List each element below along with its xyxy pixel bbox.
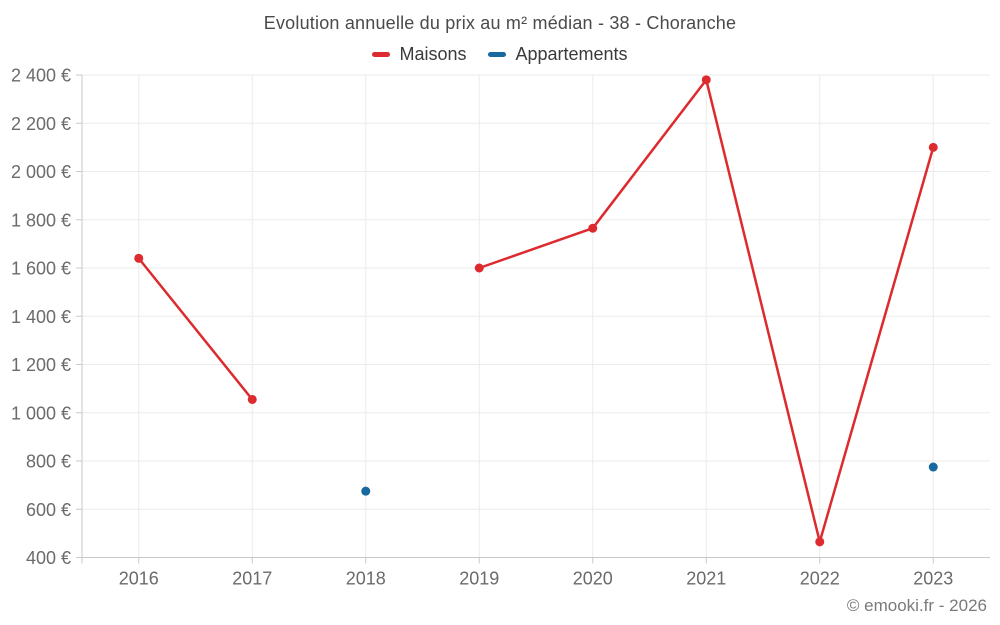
y-tick-label: 400 € [26, 548, 71, 568]
x-tick-label: 2023 [913, 569, 953, 589]
x-tick-label: 2019 [459, 569, 499, 589]
data-point-maisons-2023[interactable] [928, 142, 938, 152]
y-tick-label: 2 200 € [11, 114, 71, 134]
y-tick-label: 1 200 € [11, 355, 71, 375]
maisons-legend-marker-icon [372, 52, 391, 57]
x-tick-label: 2021 [686, 569, 726, 589]
data-point-maisons-2019[interactable] [474, 263, 484, 273]
legend-item-maisons[interactable]: Maisons [372, 44, 466, 65]
x-tick-label: 2016 [119, 569, 159, 589]
data-point-maisons-2017[interactable] [247, 394, 257, 404]
legend-item-appartements[interactable]: Appartements [488, 44, 628, 65]
y-tick-label: 1 400 € [11, 307, 71, 327]
chart-legend: Maisons Appartements [0, 44, 1000, 65]
legend-label-appartements: Appartements [515, 44, 628, 64]
y-tick-label: 600 € [26, 500, 71, 520]
data-point-maisons-2021[interactable] [701, 75, 711, 85]
series-line-maisons [137, 257, 254, 401]
x-tick-label: 2020 [573, 569, 613, 589]
data-point-appartements-2023[interactable] [928, 462, 938, 472]
data-point-maisons-2016[interactable] [134, 253, 144, 263]
data-point-maisons-2020[interactable] [588, 223, 598, 233]
y-tick-label: 2 400 € [11, 66, 71, 86]
data-point-maisons-2022[interactable] [815, 537, 825, 547]
footer-credit: © emooki.fr - 2026 [846, 596, 987, 615]
x-tick-label: 2022 [800, 569, 840, 589]
legend-label-maisons: Maisons [399, 44, 467, 64]
y-tick-label: 2 000 € [11, 162, 71, 182]
x-tick-label: 2017 [232, 569, 272, 589]
y-tick-label: 800 € [26, 452, 71, 472]
y-tick-label: 1 600 € [11, 259, 71, 279]
appartements-legend-marker-icon [488, 52, 507, 57]
x-tick-label: 2018 [346, 569, 386, 589]
y-tick-label: 1 000 € [11, 403, 71, 423]
data-point-appartements-2018[interactable] [361, 486, 371, 496]
chart-title: Evolution annuelle du prix au m² médian … [263, 13, 737, 33]
y-tick-label: 1 800 € [11, 210, 71, 230]
